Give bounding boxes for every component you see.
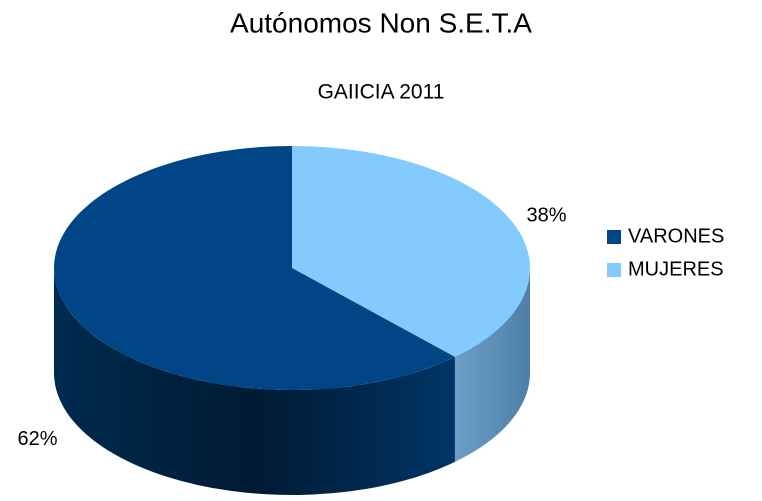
data-label: 38% (526, 205, 566, 227)
pie-side (454, 268, 530, 462)
pie-slice (292, 146, 530, 357)
legend-swatch (607, 263, 621, 277)
legend-label: VARONES (628, 225, 724, 247)
chart-title: Autónomos Non S.E.T.A (230, 7, 532, 38)
chart-subtitle: GAIICIA 2011 (318, 81, 445, 104)
legend-label: MUJERES (628, 258, 724, 280)
pie-side (54, 268, 455, 495)
data-label: 62% (18, 428, 58, 450)
legend-swatch (607, 230, 621, 244)
pie-slice (53, 146, 455, 390)
